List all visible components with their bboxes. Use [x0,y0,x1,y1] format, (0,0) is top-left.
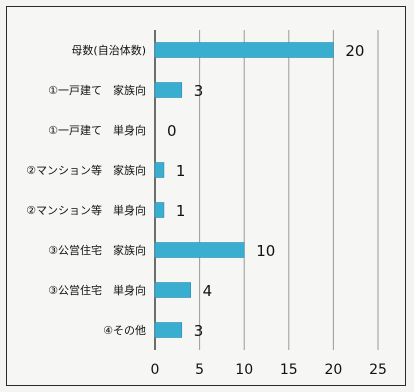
bars [154,42,334,338]
category-label: ②マンション等 単身向 [26,203,146,217]
value-labels: 20 3 0 1 1 10 4 3 [167,42,364,340]
data-label: 1 [176,162,186,180]
category-label: ③公営住宅 単身向 [48,283,146,297]
bar [154,282,191,298]
category-labels: 母数(自治体数) ①一戸建て 家族向 ①一戸建て 単身向 ②マンション等 家族向 ②マン… [26,43,146,337]
x-tick-label: 10 [235,362,253,378]
data-label: 1 [176,202,186,220]
bar [154,202,165,218]
x-tick-label: 15 [280,362,298,378]
x-tick-label: 25 [369,362,387,378]
category-label: ③公営住宅 家族向 [48,243,146,257]
category-label: ①一戸建て 単身向 [48,123,146,137]
data-label: 4 [203,282,213,300]
category-label: ①一戸建て 家族向 [48,83,146,97]
x-tick-label: 20 [324,362,342,378]
data-label: 20 [345,42,364,60]
x-tick-labels: 0 5 10 15 20 25 [151,362,387,378]
data-label: 3 [194,82,204,100]
data-label: 3 [194,322,204,340]
grid-lines [154,30,379,350]
chart-frame [6,6,406,386]
bar [154,322,183,338]
data-label: 0 [167,122,177,140]
bar [154,162,165,178]
bar [154,242,245,258]
x-tick-label: 5 [195,362,204,378]
category-label: 母数(自治体数) [71,43,146,57]
bar [154,42,334,58]
data-label: 10 [256,242,275,260]
x-tick-label: 0 [151,362,160,378]
category-label: ④その他 [103,324,146,337]
bar [154,82,183,98]
category-label: ②マンション等 家族向 [26,163,146,177]
